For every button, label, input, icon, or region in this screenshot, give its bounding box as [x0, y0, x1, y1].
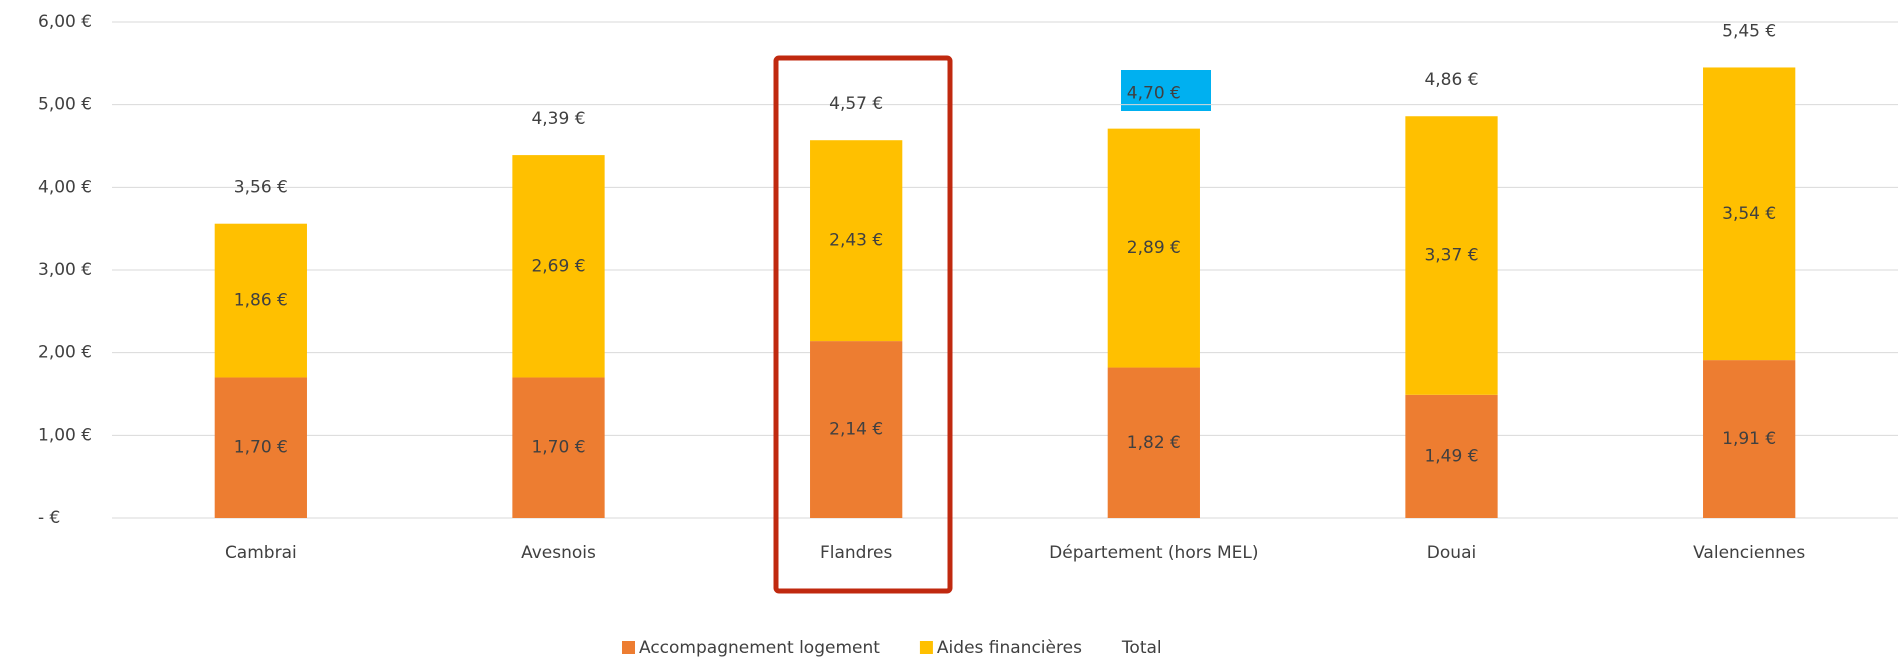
bar-segment	[512, 377, 605, 518]
bar-segment	[810, 341, 903, 518]
y-tick-label: 4,00 €	[38, 177, 92, 197]
total-label: 4,86 €	[1424, 70, 1478, 90]
data-label: 2,69 €	[531, 256, 585, 276]
bar-segment	[1703, 67, 1796, 361]
y-tick-label: 1,00 €	[38, 425, 92, 445]
data-label: 2,14 €	[829, 420, 883, 440]
total-label: 5,45 €	[1722, 21, 1776, 41]
bar-segment	[1703, 360, 1796, 518]
legend-label: Aides financières	[937, 638, 1082, 658]
bar-segment	[810, 140, 903, 342]
y-tick-label: 2,00 €	[38, 343, 92, 363]
bar-segment	[214, 377, 307, 518]
total-label: 4,70 €	[1127, 83, 1181, 103]
x-tick-label: Cambrai	[225, 543, 297, 563]
legend-label: Total	[1121, 638, 1162, 658]
x-tick-label: Département (hors MEL)	[1049, 543, 1258, 563]
data-label: 1,86 €	[234, 291, 288, 311]
category-highlight	[773, 55, 953, 594]
data-label: 3,54 €	[1722, 204, 1776, 224]
data-label: 1,70 €	[234, 438, 288, 458]
data-label: 2,43 €	[829, 231, 883, 251]
legend-swatch	[919, 641, 933, 654]
data-label: 1,70 €	[531, 438, 585, 458]
x-tick-label: Avesnois	[521, 543, 596, 563]
bar-segment	[1107, 128, 1200, 368]
total-label: 4,39 €	[531, 109, 585, 129]
data-label: 1,82 €	[1127, 433, 1181, 453]
y-tick-label: 3,00 €	[38, 260, 92, 280]
legend-swatch	[622, 641, 635, 654]
y-tick-label: 5,00 €	[38, 95, 92, 115]
data-label: 3,37 €	[1424, 246, 1478, 266]
bar-segment	[512, 155, 605, 378]
y-tick-label: - €	[38, 508, 60, 528]
total-label: 3,56 €	[234, 178, 288, 198]
data-label: 1,49 €	[1424, 446, 1478, 466]
bar-segment	[214, 223, 307, 378]
bar-segment	[1405, 116, 1498, 395]
bar-segment	[1107, 367, 1200, 518]
legend-label: Accompagnement logement	[639, 638, 880, 658]
x-tick-label: Douai	[1427, 543, 1476, 563]
x-tick-label: Valenciennes	[1693, 543, 1805, 563]
data-label: 1,91 €	[1722, 429, 1776, 449]
y-tick-label: 6,00 €	[38, 12, 92, 32]
total-label: 4,57 €	[829, 94, 883, 114]
bar-segment	[1405, 394, 1498, 518]
plot: - € 1,00 € 2,00 € 3,00 € 4,00 € 5,00 € 6,00 € C…	[38, 12, 1898, 658]
x-tick-label: Flandres	[820, 543, 893, 563]
data-label: 2,89 €	[1127, 238, 1181, 258]
